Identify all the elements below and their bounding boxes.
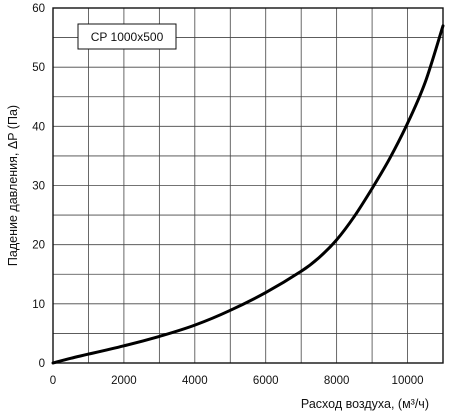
series-layer [51,24,445,365]
series-legend-label: CP 1000x500 [91,30,164,44]
x-tick-label: 2000 [111,375,137,387]
y-tick-label: 30 [32,181,45,193]
y-tick-label: 20 [32,240,45,252]
x-tick-label: 10000 [392,375,424,387]
plot-border [52,7,444,364]
x-tick-label: 6000 [253,375,279,387]
y-tick-label: 60 [32,3,45,15]
y-tick-label: 10 [32,299,45,311]
x-tick-label: 0 [50,375,56,387]
x-tick-label: 8000 [324,375,350,387]
y-tick-label: 0 [39,358,45,370]
series-legend-frame [77,23,177,50]
x-axis-label: Расход воздуха, (м³/ч) [301,397,429,411]
x-axis-ticks: 0 2000 4000 6000 8000 10000 [50,375,424,387]
series-legend-box: CP 1000x500 [77,23,177,50]
y-axis-ticks: 0 10 20 30 40 50 60 [32,3,45,370]
y-axis-label: Падение давления, ΔP (Па) [6,105,20,266]
plot-frame [52,7,444,364]
x-tick-label: 4000 [182,375,208,387]
series-line [51,24,445,365]
grid [53,8,443,363]
y-tick-label: 40 [32,121,45,133]
y-tick-label: 50 [32,62,45,74]
